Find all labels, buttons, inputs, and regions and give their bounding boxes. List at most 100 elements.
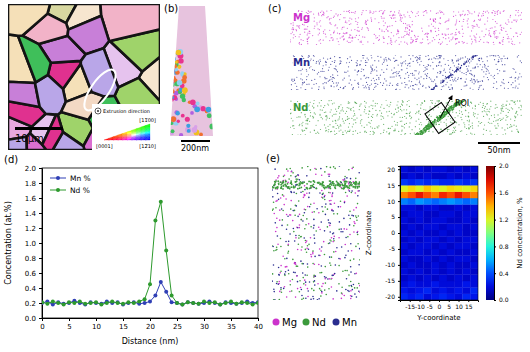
atom bbox=[470, 133, 471, 134]
atom bbox=[493, 44, 494, 45]
ipf-cell bbox=[122, 138, 127, 140]
atom bbox=[482, 81, 483, 82]
atom bbox=[302, 79, 303, 80]
atom bbox=[349, 102, 350, 103]
atom bbox=[394, 67, 395, 68]
atom bbox=[352, 37, 353, 38]
atom bbox=[361, 41, 362, 42]
atom bbox=[292, 27, 293, 28]
atom bbox=[517, 56, 518, 57]
atom bbox=[353, 123, 354, 124]
atom bbox=[466, 74, 467, 75]
atom bbox=[426, 36, 427, 37]
atom bbox=[353, 131, 354, 132]
atom bbox=[512, 82, 513, 83]
atom bbox=[305, 89, 306, 90]
atom bbox=[397, 85, 398, 86]
atom bbox=[483, 134, 484, 135]
atom bbox=[313, 60, 314, 61]
atom bbox=[338, 82, 339, 83]
atom bbox=[514, 101, 515, 102]
ipf-cell bbox=[118, 137, 123, 139]
atom bbox=[481, 58, 482, 59]
atom bbox=[386, 84, 387, 85]
atom bbox=[515, 80, 516, 81]
ipf-cell bbox=[113, 137, 118, 139]
atom bbox=[349, 24, 350, 25]
atom bbox=[460, 58, 461, 59]
atom bbox=[375, 110, 376, 111]
atom bbox=[371, 55, 372, 56]
atom bbox=[396, 112, 397, 113]
ipf-cell bbox=[127, 135, 132, 137]
atom bbox=[291, 29, 292, 30]
atom bbox=[406, 27, 407, 28]
atom bbox=[316, 63, 317, 64]
atom bbox=[418, 11, 419, 12]
atom bbox=[352, 37, 353, 38]
atom bbox=[346, 62, 347, 63]
atom bbox=[489, 55, 490, 56]
atom bbox=[325, 36, 326, 37]
atom bbox=[481, 30, 482, 31]
atom bbox=[501, 60, 502, 61]
atom bbox=[432, 103, 433, 104]
atom bbox=[450, 118, 451, 119]
atom bbox=[421, 76, 422, 77]
atom bbox=[417, 59, 418, 60]
atom bbox=[343, 26, 344, 27]
atom bbox=[375, 11, 376, 12]
atom bbox=[353, 107, 354, 108]
atom bbox=[375, 86, 376, 87]
atom bbox=[403, 61, 404, 62]
ipf-cell bbox=[145, 124, 150, 126]
atom bbox=[422, 42, 423, 43]
atom bbox=[291, 79, 292, 80]
atom bbox=[437, 58, 438, 59]
atom bbox=[310, 66, 311, 67]
atom bbox=[419, 59, 420, 60]
atom bbox=[402, 101, 403, 102]
atom bbox=[378, 79, 379, 80]
atom bbox=[429, 42, 430, 43]
atom bbox=[318, 40, 319, 41]
atom bbox=[452, 119, 453, 120]
atom bbox=[408, 34, 409, 35]
atom bbox=[308, 55, 309, 56]
atom bbox=[347, 107, 348, 108]
atom bbox=[410, 85, 411, 86]
atom bbox=[328, 70, 329, 71]
atom bbox=[494, 34, 495, 35]
atom bbox=[474, 36, 475, 37]
atom bbox=[483, 89, 484, 90]
ipf-cell bbox=[118, 138, 123, 140]
atom bbox=[399, 10, 400, 11]
atom bbox=[511, 22, 512, 23]
atom bbox=[382, 13, 383, 14]
atom bbox=[385, 89, 386, 90]
atom bbox=[473, 79, 474, 80]
ipf-cell bbox=[132, 137, 137, 139]
atom bbox=[407, 65, 408, 66]
atom bbox=[332, 121, 333, 122]
atom bbox=[493, 55, 494, 56]
atom bbox=[343, 39, 344, 40]
atom bbox=[507, 38, 508, 39]
atom bbox=[437, 12, 438, 13]
atom bbox=[504, 129, 505, 130]
atom bbox=[349, 34, 350, 35]
atom bbox=[391, 113, 392, 114]
atom bbox=[427, 37, 428, 38]
atom bbox=[375, 35, 376, 36]
atom bbox=[320, 43, 321, 44]
atom bbox=[366, 102, 367, 103]
atom bbox=[384, 78, 385, 79]
atom bbox=[485, 74, 486, 75]
atom bbox=[346, 32, 347, 33]
atom bbox=[370, 65, 371, 66]
element-label: Mg bbox=[293, 12, 310, 23]
atom bbox=[475, 81, 476, 82]
atom bbox=[300, 134, 301, 135]
atom bbox=[484, 64, 485, 65]
atom bbox=[295, 29, 296, 30]
